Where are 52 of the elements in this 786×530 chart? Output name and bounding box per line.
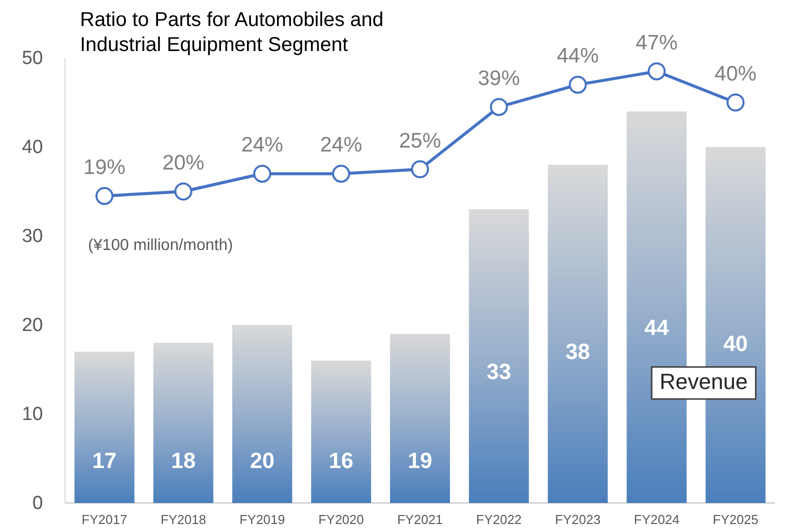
series-label: Revenue — [660, 369, 748, 394]
chart-title: Ratio to Parts for Automobiles and Industrial Equipment Segment — [80, 9, 384, 56]
y-tick-label: 10 — [22, 404, 43, 426]
x-tick-label: FY2021 — [397, 512, 443, 528]
data-label: 20 — [250, 448, 274, 473]
bar — [74, 352, 134, 503]
bar — [311, 360, 372, 503]
point — [411, 160, 429, 178]
data-label: 33 — [486, 358, 512, 384]
x-tick-label: FY2017 — [82, 512, 128, 528]
point — [490, 98, 508, 116]
x-tick-label: FY2023 — [555, 512, 601, 528]
point — [95, 186, 114, 205]
point — [726, 94, 745, 112]
x-tick-label: FY2024 — [634, 512, 680, 528]
data-label: 40 — [723, 330, 748, 356]
data-label: 19 — [408, 448, 432, 473]
y-tick-label: 40 — [22, 137, 43, 158]
annotation: (¥100 million/month) — [88, 237, 233, 254]
bar — [548, 164, 608, 503]
bar — [153, 342, 214, 503]
data-label: 24% — [320, 134, 362, 157]
point — [253, 164, 272, 183]
x-tick-label: FY2019 — [239, 512, 285, 528]
data-label: 17 — [92, 448, 117, 473]
x-tick-label: FY2025 — [712, 512, 758, 528]
x-tick-label: FY2022 — [476, 512, 522, 528]
data-label: 44% — [556, 44, 599, 68]
data-label: 38 — [566, 338, 590, 364]
data-label: 18 — [171, 448, 196, 473]
y-tick-label: 0 — [32, 493, 43, 514]
point — [174, 182, 192, 200]
data-label: 44 — [644, 314, 670, 340]
data-label: 19% — [83, 156, 126, 179]
data-label: 40% — [714, 62, 757, 86]
bar — [468, 209, 529, 503]
data-label: 16 — [328, 448, 354, 473]
point — [648, 62, 666, 80]
bar — [232, 325, 292, 503]
data-label: 20% — [162, 152, 204, 174]
y-tick-label: 30 — [22, 226, 43, 248]
point — [568, 76, 587, 94]
data-label: 24% — [241, 134, 284, 157]
data-label: 47% — [636, 31, 678, 54]
y-tick-label: 20 — [22, 315, 43, 336]
x-tick-label: FY2018 — [160, 512, 206, 528]
x-tick-label: FY2020 — [318, 512, 364, 528]
point — [332, 164, 350, 183]
data-label: 39% — [478, 66, 520, 90]
data-label: 25% — [398, 129, 442, 152]
bar — [390, 334, 450, 503]
y-tick-label: 50 — [22, 48, 43, 70]
